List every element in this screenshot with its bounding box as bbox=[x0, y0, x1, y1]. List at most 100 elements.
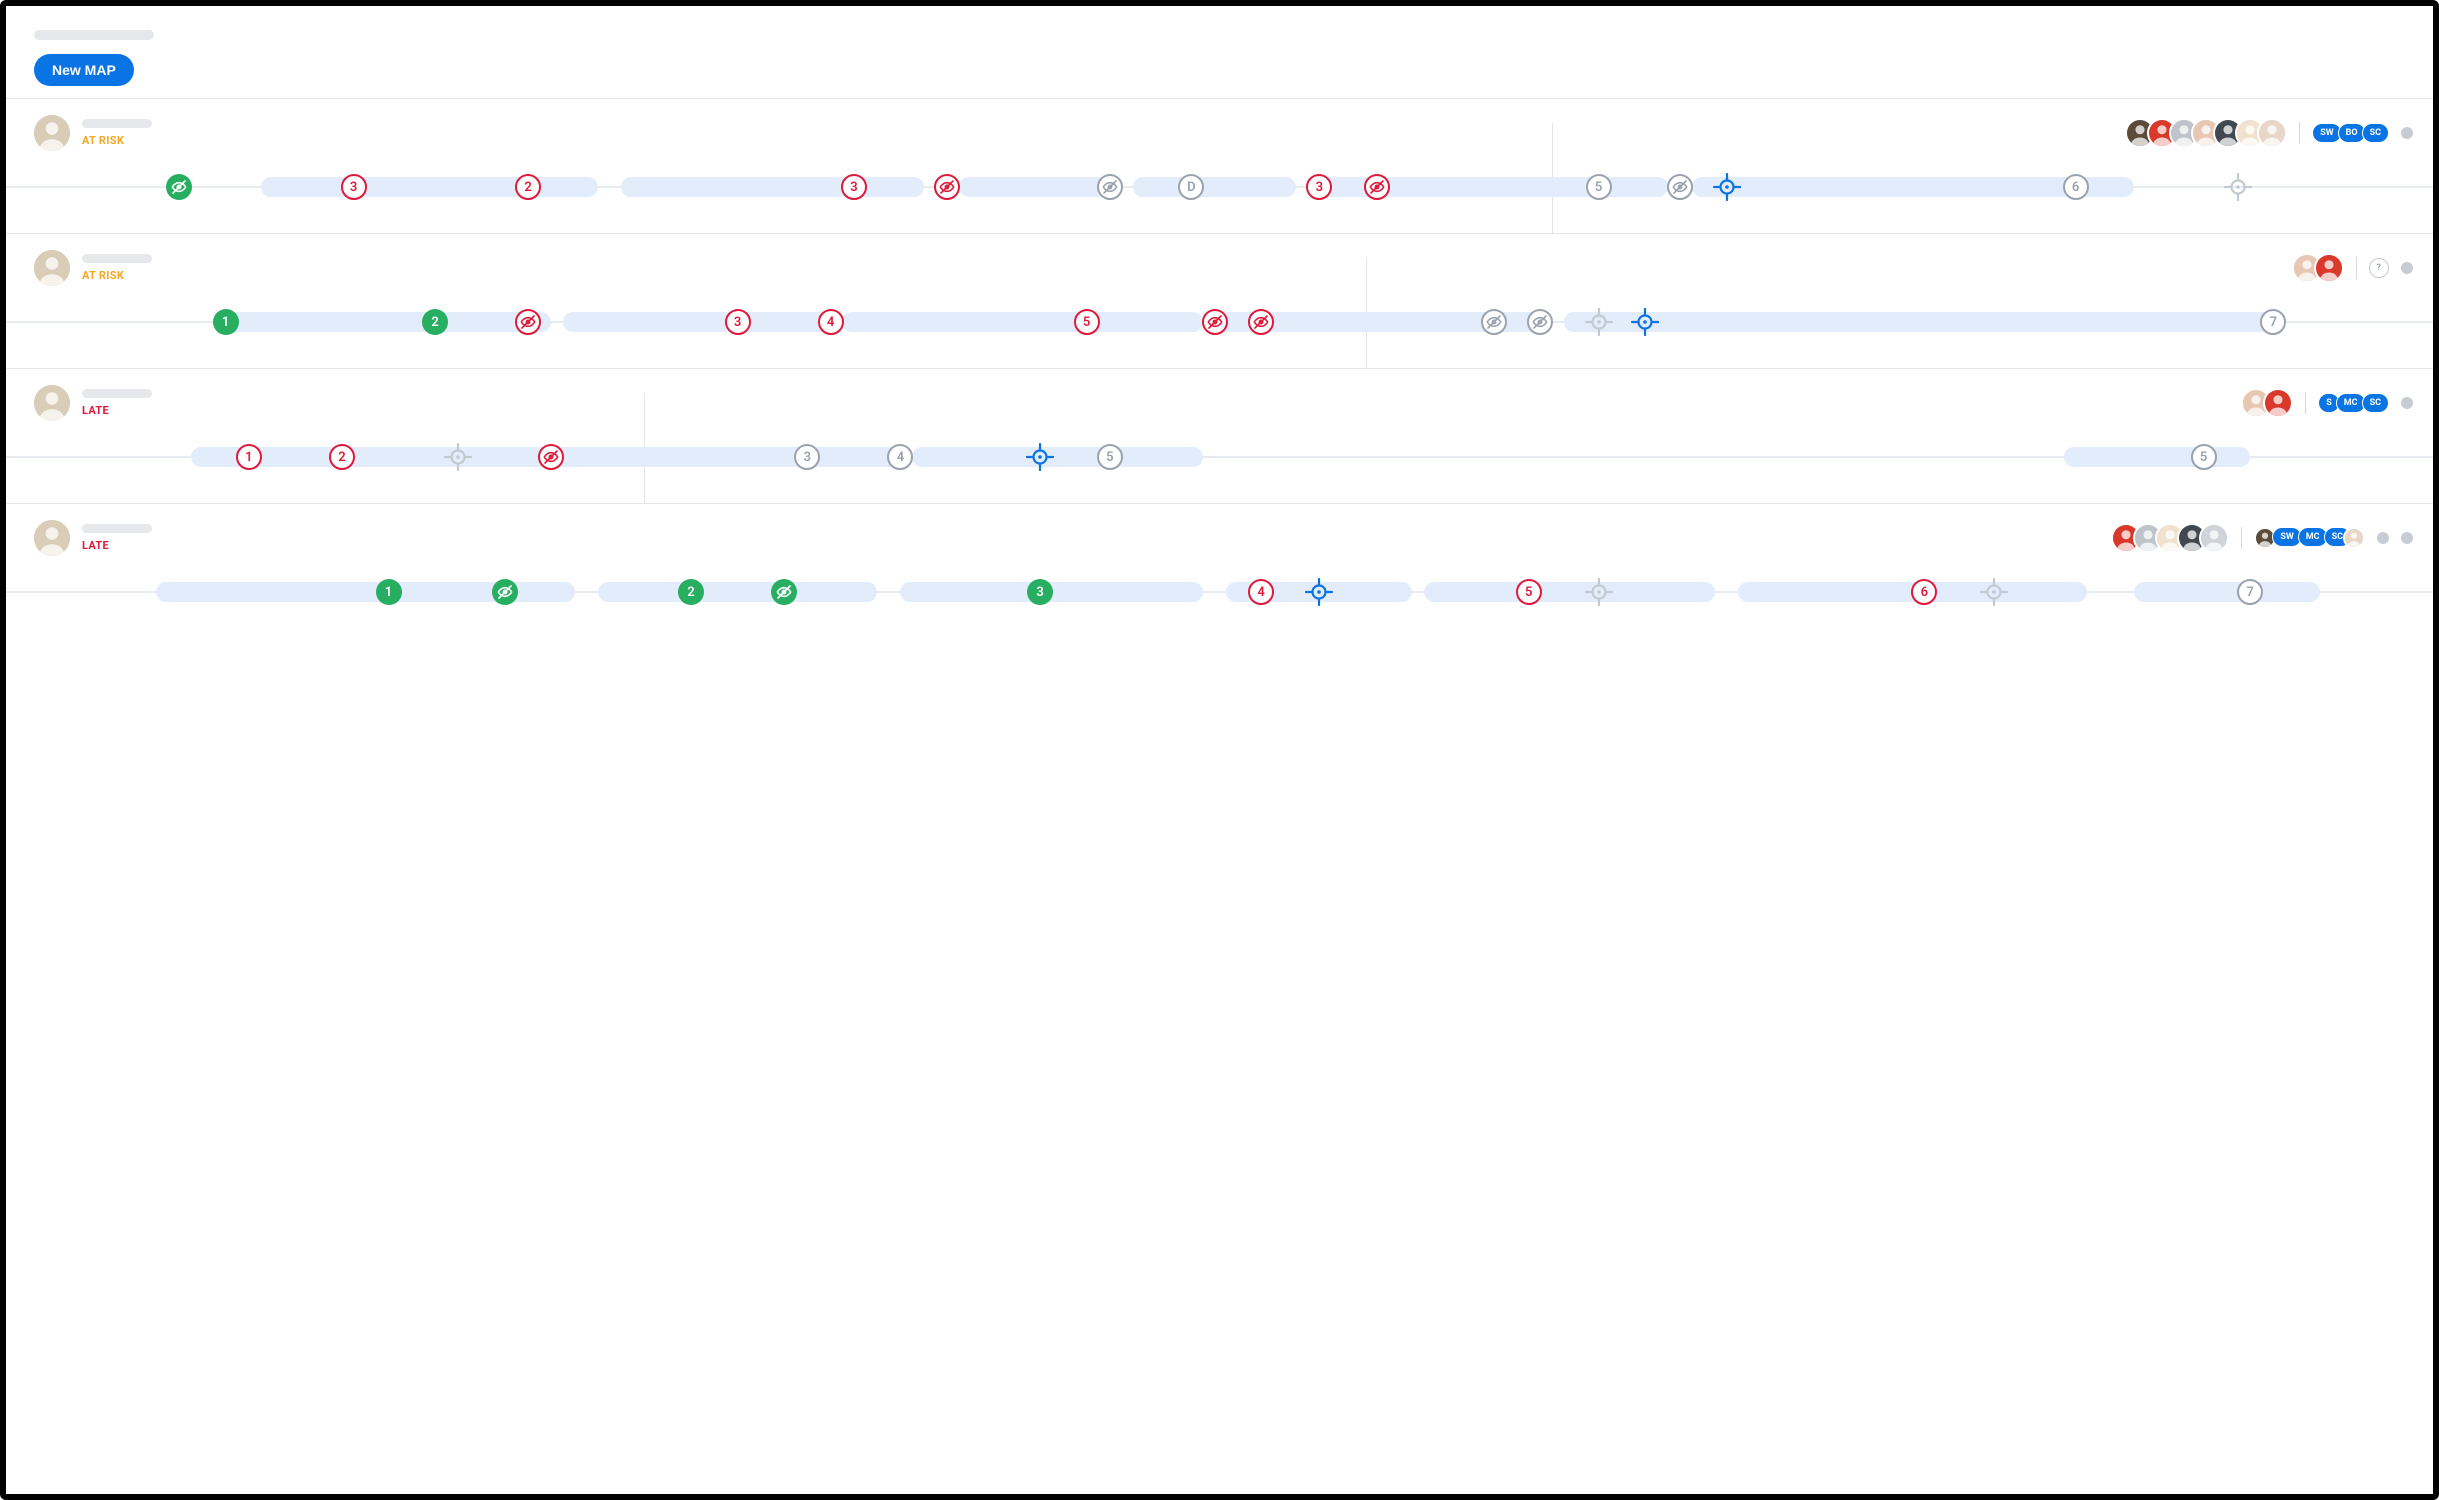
timeline-segment bbox=[2064, 447, 2250, 467]
timeline-node-number[interactable]: 3 bbox=[841, 174, 867, 200]
timeline-node-number[interactable]: 3 bbox=[341, 174, 367, 200]
timeline-node-eye[interactable] bbox=[1097, 174, 1123, 200]
map-row: LATE SMCSC 1 2 3 4 5 5 bbox=[6, 368, 2433, 503]
timeline-node-target[interactable] bbox=[444, 443, 472, 471]
title-column: LATE bbox=[82, 389, 152, 417]
row-action-dot[interactable] bbox=[2401, 262, 2413, 274]
timeline-node-eye[interactable] bbox=[771, 579, 797, 605]
timeline-node-number[interactable]: 6 bbox=[2063, 174, 2089, 200]
timeline-node-number[interactable]: 2 bbox=[515, 174, 541, 200]
timeline-node-number[interactable]: 3 bbox=[794, 444, 820, 470]
row-head: LATE SMCSC bbox=[26, 385, 2413, 421]
timeline-node-number[interactable]: 5 bbox=[2191, 444, 2217, 470]
timeline-node-eye[interactable] bbox=[492, 579, 518, 605]
row-action-dot[interactable] bbox=[2377, 532, 2389, 544]
timeline-node-target[interactable] bbox=[1026, 443, 1054, 471]
collaborator-avatar[interactable] bbox=[2314, 253, 2344, 283]
separator bbox=[2299, 122, 2300, 144]
timeline-node-number[interactable]: 5 bbox=[1074, 309, 1100, 335]
timeline-node-number[interactable]: 5 bbox=[1586, 174, 1612, 200]
timeline-node-target[interactable] bbox=[1585, 308, 1613, 336]
owner-avatar[interactable] bbox=[34, 385, 70, 421]
row-action-dot[interactable] bbox=[2401, 397, 2413, 409]
collaborator-avatar[interactable] bbox=[2343, 527, 2365, 549]
timeline-segment bbox=[959, 177, 1110, 197]
collaborator-avatar[interactable] bbox=[2263, 388, 2293, 418]
timeline: 1 2 3 4 5 7 bbox=[86, 298, 2413, 346]
timeline-node-number[interactable]: 6 bbox=[1911, 579, 1937, 605]
status-badge: LATE bbox=[82, 539, 152, 552]
row-head-right: SMCSC bbox=[2241, 388, 2413, 418]
timeline-node-number[interactable]: 7 bbox=[2260, 309, 2286, 335]
timeline-node-eye[interactable] bbox=[515, 309, 541, 335]
timeline-segment bbox=[563, 312, 831, 332]
timeline-node-number[interactable]: 5 bbox=[1097, 444, 1123, 470]
collaborators-group[interactable] bbox=[2241, 388, 2293, 418]
row-action-dot[interactable] bbox=[2401, 127, 2413, 139]
timeline-node-number[interactable]: 3 bbox=[1027, 579, 1053, 605]
timeline-node-letter[interactable]: D bbox=[1178, 174, 1204, 200]
timeline-node-eye[interactable] bbox=[166, 174, 192, 200]
timeline-node-number[interactable]: 2 bbox=[422, 309, 448, 335]
timeline-node-target[interactable] bbox=[1713, 173, 1741, 201]
title-column: AT RISK bbox=[82, 254, 152, 282]
timeline-node-number[interactable]: 1 bbox=[213, 309, 239, 335]
timeline-node-number[interactable]: 2 bbox=[329, 444, 355, 470]
map-row: AT RISK SWBOSC 3 2 3 D 3 5 6 bbox=[6, 98, 2433, 233]
collaborator-avatar[interactable] bbox=[2199, 523, 2229, 553]
tag-badge[interactable]: SC bbox=[2362, 393, 2389, 413]
collaborators-group[interactable] bbox=[2111, 523, 2229, 553]
timeline-node-eye[interactable] bbox=[538, 444, 564, 470]
timeline-segment bbox=[261, 177, 598, 197]
timeline-node-number[interactable]: 4 bbox=[818, 309, 844, 335]
row-action-dot[interactable] bbox=[2401, 532, 2413, 544]
timeline-node-number[interactable]: 3 bbox=[725, 309, 751, 335]
timeline-node-eye[interactable] bbox=[1364, 174, 1390, 200]
tags-group[interactable]: ? bbox=[2369, 258, 2389, 278]
timeline-node-eye[interactable] bbox=[934, 174, 960, 200]
timeline-node-target[interactable] bbox=[1980, 578, 2008, 606]
collaborators-group[interactable] bbox=[2292, 253, 2344, 283]
row-head-left: AT RISK bbox=[34, 115, 152, 151]
tags-group[interactable]: SWBOSC bbox=[2312, 123, 2389, 143]
timeline-segment bbox=[842, 312, 1203, 332]
new-map-button[interactable]: New MAP bbox=[34, 54, 134, 86]
row-title-skeleton bbox=[82, 524, 152, 533]
timeline-segment bbox=[598, 582, 877, 602]
title-column: LATE bbox=[82, 524, 152, 552]
timeline-node-target[interactable] bbox=[1631, 308, 1659, 336]
rows-container: AT RISK SWBOSC 3 2 3 D 3 5 6 AT RISK? 1 2 bbox=[6, 98, 2433, 638]
timeline-node-eye[interactable] bbox=[1202, 309, 1228, 335]
timeline-node-number[interactable]: 1 bbox=[236, 444, 262, 470]
timeline-node-number[interactable]: 5 bbox=[1516, 579, 1542, 605]
timeline-node-eye[interactable] bbox=[1481, 309, 1507, 335]
tag-avatar-mix[interactable]: SWMCSC bbox=[2254, 527, 2365, 549]
owner-avatar[interactable] bbox=[34, 250, 70, 286]
timeline-node-number[interactable]: 1 bbox=[376, 579, 402, 605]
row-head-right: SWMCSC bbox=[2111, 523, 2413, 553]
tag-badge[interactable]: SC bbox=[2362, 123, 2389, 143]
timeline-node-number[interactable]: 4 bbox=[887, 444, 913, 470]
timeline-node-number[interactable]: 3 bbox=[1306, 174, 1332, 200]
timeline-node-number[interactable]: 4 bbox=[1248, 579, 1274, 605]
timeline-segment bbox=[2134, 582, 2320, 602]
tag-badge[interactable]: ? bbox=[2369, 258, 2389, 278]
timeline-node-number[interactable]: 2 bbox=[678, 579, 704, 605]
title-skeleton bbox=[34, 30, 154, 40]
owner-avatar[interactable] bbox=[34, 115, 70, 151]
timeline-node-target[interactable] bbox=[1585, 578, 1613, 606]
row-head-right: SWBOSC bbox=[2125, 118, 2413, 148]
timeline-node-number[interactable]: 7 bbox=[2237, 579, 2263, 605]
map-row: LATE SWMCSC 1 2 3 4 5 6 7 bbox=[6, 503, 2433, 638]
timeline-node-eye[interactable] bbox=[1667, 174, 1693, 200]
collaborator-avatar[interactable] bbox=[2257, 118, 2287, 148]
timeline-node-eye[interactable] bbox=[1248, 309, 1274, 335]
tags-group[interactable]: SMCSC bbox=[2318, 393, 2389, 413]
timeline-node-target[interactable] bbox=[1305, 578, 1333, 606]
timeline-node-target[interactable] bbox=[2224, 173, 2252, 201]
owner-avatar[interactable] bbox=[34, 520, 70, 556]
collaborators-group[interactable] bbox=[2125, 118, 2287, 148]
separator bbox=[2241, 527, 2242, 549]
timeline-node-eye[interactable] bbox=[1527, 309, 1553, 335]
timeline: 1 2 3 4 5 6 7 bbox=[86, 568, 2413, 616]
